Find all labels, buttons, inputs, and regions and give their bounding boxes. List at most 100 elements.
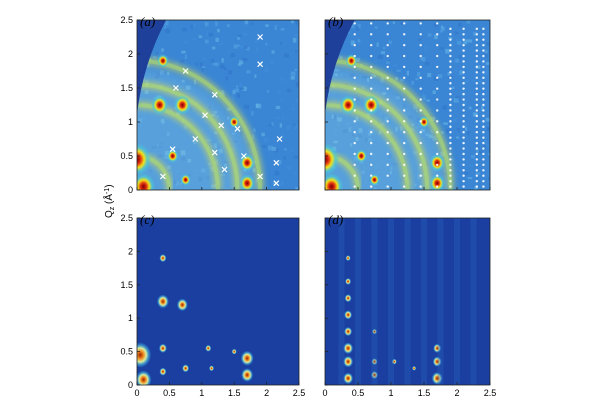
x-marker xyxy=(211,149,218,156)
y-axis-label: Qz (Å-1) xyxy=(102,184,116,218)
noise-speck xyxy=(437,74,443,78)
diffraction-spot xyxy=(156,294,169,309)
x-tick-label: 0 xyxy=(134,388,139,398)
noise-speck xyxy=(242,57,248,62)
noise-speck xyxy=(218,42,223,46)
noise-speck xyxy=(280,78,284,82)
dot-marker xyxy=(449,169,452,172)
diffraction-spot xyxy=(209,365,215,372)
dot-marker xyxy=(462,71,465,74)
dot-marker xyxy=(462,38,465,41)
noise-speck xyxy=(295,82,299,88)
dot-marker xyxy=(370,65,373,69)
dot-marker xyxy=(462,98,465,101)
noise-speck xyxy=(476,65,481,69)
noise-speck xyxy=(464,79,469,84)
x-marker xyxy=(257,34,264,40)
x-tick-label: 2 xyxy=(454,388,459,398)
dot-marker xyxy=(475,131,478,134)
dot-marker xyxy=(462,103,465,107)
diffraction-spot xyxy=(345,255,351,261)
dot-marker xyxy=(370,174,373,177)
diffraction-spot xyxy=(325,173,344,190)
diffraction-spot xyxy=(205,344,212,352)
dot-marker xyxy=(449,65,452,69)
noise-speck xyxy=(295,20,298,25)
dot-marker xyxy=(462,33,465,36)
dot-marker xyxy=(482,125,485,128)
noise-speck xyxy=(279,123,283,128)
noise-speck xyxy=(239,83,243,88)
x-tick-label: 1.5 xyxy=(228,388,241,398)
noise-speck xyxy=(472,112,478,117)
diffraction-spot xyxy=(343,372,354,385)
dot-marker xyxy=(449,141,452,145)
noise-speck xyxy=(349,24,354,29)
noise-speck xyxy=(264,67,269,73)
diffraction-spot xyxy=(325,142,340,176)
diffraction-spot xyxy=(418,116,430,128)
dot-marker xyxy=(449,87,452,90)
dot-marker xyxy=(462,65,465,69)
y-tick-label: 0 xyxy=(128,185,133,195)
dot-marker xyxy=(482,147,485,150)
noise-speck xyxy=(293,124,298,130)
dot-marker xyxy=(449,82,452,85)
dot-marker xyxy=(482,152,485,156)
noise-speck xyxy=(278,159,282,165)
noise-speck xyxy=(467,177,473,180)
dot-marker xyxy=(475,27,478,31)
dot-marker xyxy=(482,136,485,139)
noise-speck xyxy=(265,137,269,142)
noise-speck xyxy=(412,20,415,23)
noise-speck xyxy=(290,20,294,24)
dot-marker xyxy=(475,174,478,177)
dot-marker xyxy=(482,33,485,36)
dot-marker xyxy=(419,185,422,188)
heatmap-background xyxy=(325,218,490,385)
noise-speck xyxy=(161,48,164,52)
noise-speck xyxy=(403,20,408,25)
noise-speck xyxy=(424,62,430,66)
dot-marker xyxy=(449,185,452,188)
dot-marker xyxy=(449,158,452,161)
noise-speck xyxy=(489,175,490,181)
dot-marker xyxy=(475,109,478,112)
noise-speck xyxy=(237,44,240,47)
x-tick-label: 0.5 xyxy=(163,388,176,398)
dot-marker xyxy=(482,120,485,123)
dot-marker xyxy=(475,120,478,123)
noise-speck xyxy=(232,89,236,95)
noise-speck xyxy=(181,50,186,54)
noise-speck xyxy=(164,20,169,26)
noise-speck xyxy=(392,21,395,25)
noise-speck xyxy=(184,54,187,59)
diffraction-spot xyxy=(176,298,188,312)
diffraction-spot xyxy=(344,294,352,303)
dot-marker xyxy=(353,141,356,145)
noise-speck xyxy=(295,187,299,190)
noise-speck xyxy=(461,110,465,113)
y-tick-label: 1.5 xyxy=(120,280,133,290)
diffraction-spot xyxy=(429,153,446,172)
dot-marker xyxy=(370,87,373,90)
dot-marker xyxy=(370,22,373,25)
dot-marker xyxy=(449,136,452,139)
shadow-region xyxy=(325,20,355,114)
dot-marker xyxy=(403,76,406,80)
diffraction-spot xyxy=(344,310,353,320)
noise-speck xyxy=(399,21,405,25)
noise-speck xyxy=(237,63,242,66)
noise-speck xyxy=(165,28,171,34)
noise-speck xyxy=(276,116,280,120)
dot-marker xyxy=(475,60,478,63)
noise-speck xyxy=(265,24,269,28)
stripe-artifact xyxy=(454,218,460,385)
noise-speck xyxy=(243,46,248,49)
noise-speck xyxy=(262,145,267,148)
dot-marker xyxy=(449,76,452,80)
plot-frame xyxy=(324,217,491,386)
dot-marker xyxy=(370,109,373,112)
noise-speck xyxy=(234,88,239,93)
